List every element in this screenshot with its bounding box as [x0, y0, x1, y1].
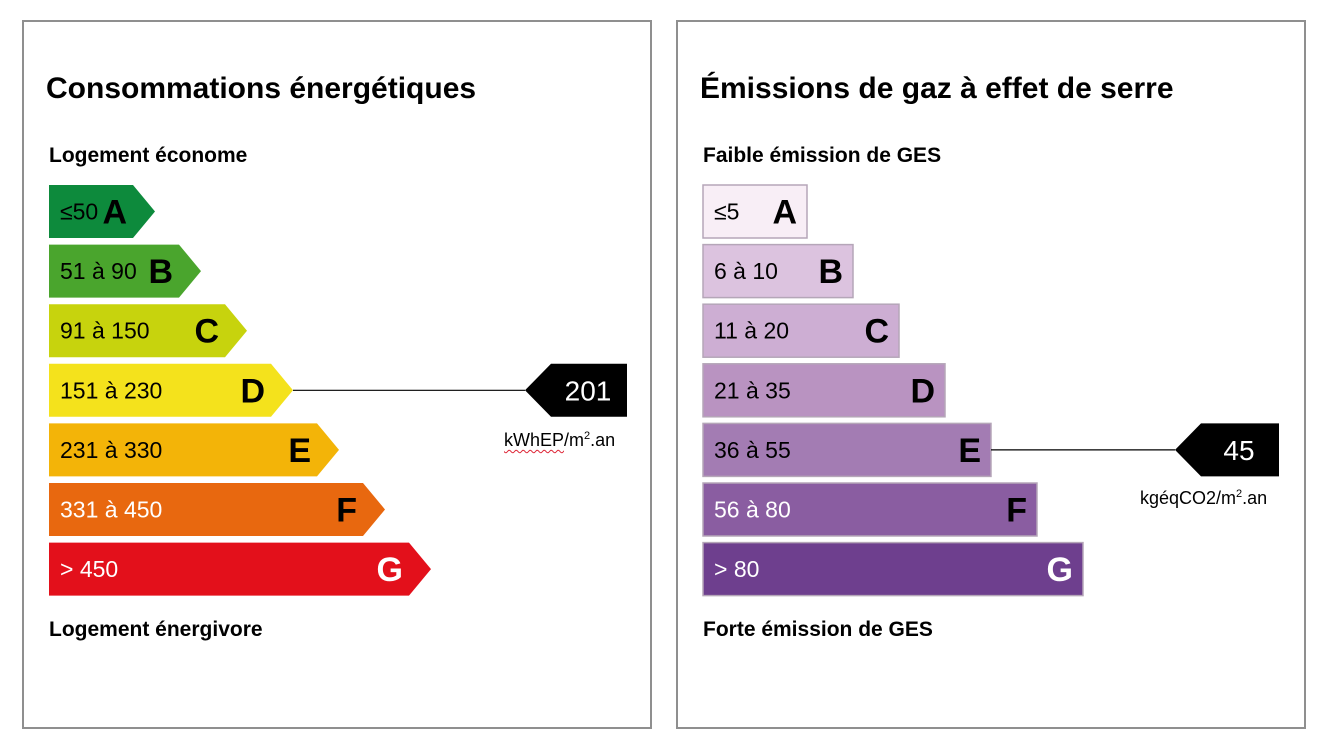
energy-letter-C: C — [194, 313, 219, 351]
ges-letter-F: F — [1006, 492, 1027, 530]
energy-bar-A — [49, 185, 155, 238]
ges-title: Émissions de gaz à effet de serre — [700, 72, 1174, 105]
ges-range-C: 11 à 20 — [714, 318, 789, 344]
ges-bar-A — [702, 184, 808, 239]
ges-letter-E: E — [958, 432, 981, 470]
ges-scale-chart: ≤5 A 6 à 10 B 11 à 20 C 21 à 35 D 36 à 55 E 56 à 8… — [702, 184, 1279, 597]
energy-unit-exp: 2 — [584, 430, 591, 442]
energy-title: Consommations énergétiques — [46, 72, 477, 105]
ges-bar-F — [702, 482, 1038, 537]
ges-panel: Émissions de gaz à effet de serre Faible… — [676, 20, 1306, 729]
ges-letter-A: A — [772, 194, 797, 232]
ges-letter-C: C — [864, 313, 889, 351]
energy-range-G: > 450 — [60, 556, 118, 582]
ges-range-F: 56 à 80 — [714, 497, 791, 523]
ges-letter-B: B — [818, 253, 843, 291]
energy-bar-E — [49, 423, 339, 477]
ges-bottom-label: Forte émission de GES — [703, 618, 933, 641]
ges-bar-C — [702, 303, 900, 358]
ges-unit-main: kgéqCO2/m — [1140, 488, 1237, 508]
energy-unit-end: .an — [590, 430, 616, 450]
energy-bar-C — [49, 304, 247, 358]
energy-letter-E: E — [288, 432, 311, 470]
ges-value-marker — [1175, 423, 1279, 477]
ges-range-A: ≤5 — [714, 199, 739, 225]
ges-unit-exp: 2 — [1236, 488, 1243, 500]
energy-unit: kWhEP/m2.an — [504, 430, 615, 451]
energy-bar-G — [49, 542, 431, 596]
ges-top-label: Faible émission de GES — [703, 144, 942, 167]
energy-bar-B — [49, 244, 201, 298]
energy-scale-chart: ≤50 A 51 à 90 B 91 à 150 C 151 à 230 D 231 à 330… — [49, 185, 627, 596]
ges-range-D: 21 à 35 — [714, 377, 791, 403]
energy-range-E: 231 à 330 — [60, 437, 162, 463]
ges-value-text: 45 — [1223, 435, 1254, 466]
energy-range-D: 151 à 230 — [60, 377, 162, 403]
energy-panel: Consommations énergétiques Logement écon… — [22, 20, 652, 729]
energy-bottom-label: Logement énergivore — [49, 618, 263, 641]
ges-bar-E — [702, 422, 992, 478]
energy-unit-main: kWhEP — [504, 430, 565, 450]
energy-range-C: 91 à 150 — [60, 318, 150, 344]
energy-letter-B: B — [148, 253, 173, 291]
energy-value-text: 201 — [565, 375, 612, 406]
energy-unit-suffix: /m — [564, 430, 585, 450]
ges-bar-G — [702, 541, 1084, 597]
energy-range-A: ≤50 — [60, 199, 98, 225]
energy-range-B: 51 à 90 — [60, 258, 137, 284]
energy-letter-F: F — [336, 492, 357, 530]
ges-range-E: 36 à 55 — [714, 437, 791, 463]
ges-letter-G: G — [1047, 551, 1073, 589]
energy-bar-D — [49, 363, 293, 417]
energy-letter-G: G — [377, 551, 403, 589]
ges-unit-end: .an — [1242, 488, 1268, 508]
ges-bar-B — [702, 243, 854, 299]
energy-value-marker — [525, 363, 627, 417]
ges-bar-D — [702, 363, 946, 418]
energy-letter-A: A — [102, 194, 127, 232]
energy-range-F: 331 à 450 — [60, 497, 162, 523]
ges-range-G: > 80 — [714, 556, 759, 582]
energy-letter-D: D — [240, 372, 265, 410]
energy-bar-F — [49, 483, 385, 536]
ges-letter-D: D — [910, 372, 935, 410]
ges-range-B: 6 à 10 — [714, 258, 778, 284]
ges-unit: kgéqCO2/m2.an — [1140, 488, 1267, 509]
energy-top-label: Logement économe — [49, 144, 248, 167]
